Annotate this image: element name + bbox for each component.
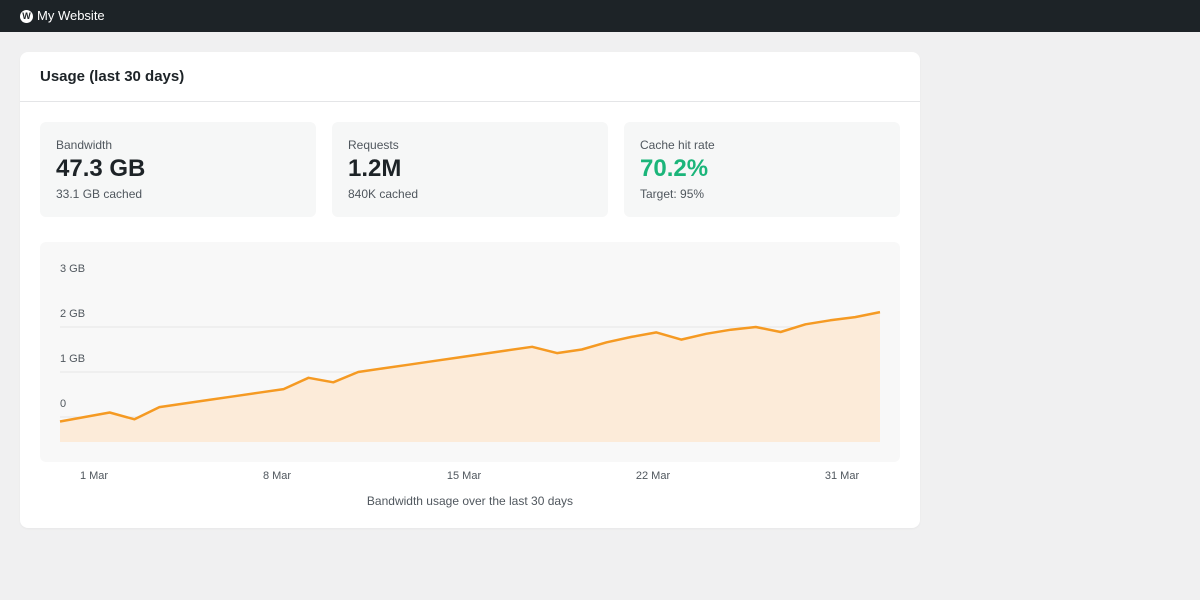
- x-tick-label: 22 Mar: [635, 470, 671, 482]
- stat-subtext: 33.1 GB cached: [56, 187, 143, 201]
- x-tick-label: 8 Mar: [262, 470, 292, 482]
- stat-cache-hit-rate: Cache hit rate 70.2% Target: 95%: [624, 122, 900, 217]
- y-tick-label: 1 GB: [60, 353, 85, 365]
- bandwidth-chart-svg: 3 GB 2 GB 1 GB 0: [59, 263, 881, 442]
- bandwidth-line: [59, 310, 881, 423]
- stat-label: Cache hit rate: [640, 138, 715, 152]
- usage-card-header: Usage (last 30 days): [20, 52, 920, 102]
- stat-subtext: Target: 95%: [640, 187, 705, 201]
- usage-card: Usage (last 30 days) Bandwidth 47.3 GB 3…: [20, 52, 920, 528]
- y-tick-label: 3 GB: [60, 263, 85, 275]
- x-tick-label: 31 Mar: [824, 470, 860, 482]
- stat-value: 47.3 GB: [56, 155, 146, 182]
- stat-label: Requests: [348, 138, 399, 152]
- site-name-link[interactable]: My Website: [37, 8, 105, 23]
- admin-top-bar: W My Website: [0, 0, 1200, 32]
- x-axis-ticks: 1 Mar 8 Mar 15 Mar 22 Mar 31 Mar: [40, 470, 900, 484]
- bandwidth-area: [60, 312, 880, 442]
- y-tick-label: 0: [60, 398, 66, 410]
- stat-value: 70.2%: [640, 155, 709, 182]
- x-tick-label: 1 Mar: [79, 470, 109, 482]
- y-tick-label: 2 GB: [60, 308, 85, 320]
- x-tick-label: 15 Mar: [446, 470, 482, 482]
- stat-label: Bandwidth: [56, 138, 113, 152]
- stat-subtext: 840K cached: [348, 187, 419, 201]
- bandwidth-chart: 3 GB 2 GB 1 GB 0: [40, 242, 900, 462]
- stats-row: Bandwidth 47.3 GB 33.1 GB cached Request…: [40, 122, 900, 217]
- stat-value: 1.2M: [348, 155, 402, 182]
- wordpress-logo-icon[interactable]: W: [20, 10, 33, 23]
- stat-requests: Requests 1.2M 840K cached: [332, 122, 608, 217]
- usage-card-title: Usage (last 30 days): [40, 68, 185, 85]
- chart-caption: Bandwidth usage over the last 30 days: [366, 494, 574, 508]
- stat-bandwidth: Bandwidth 47.3 GB 33.1 GB cached: [40, 122, 316, 217]
